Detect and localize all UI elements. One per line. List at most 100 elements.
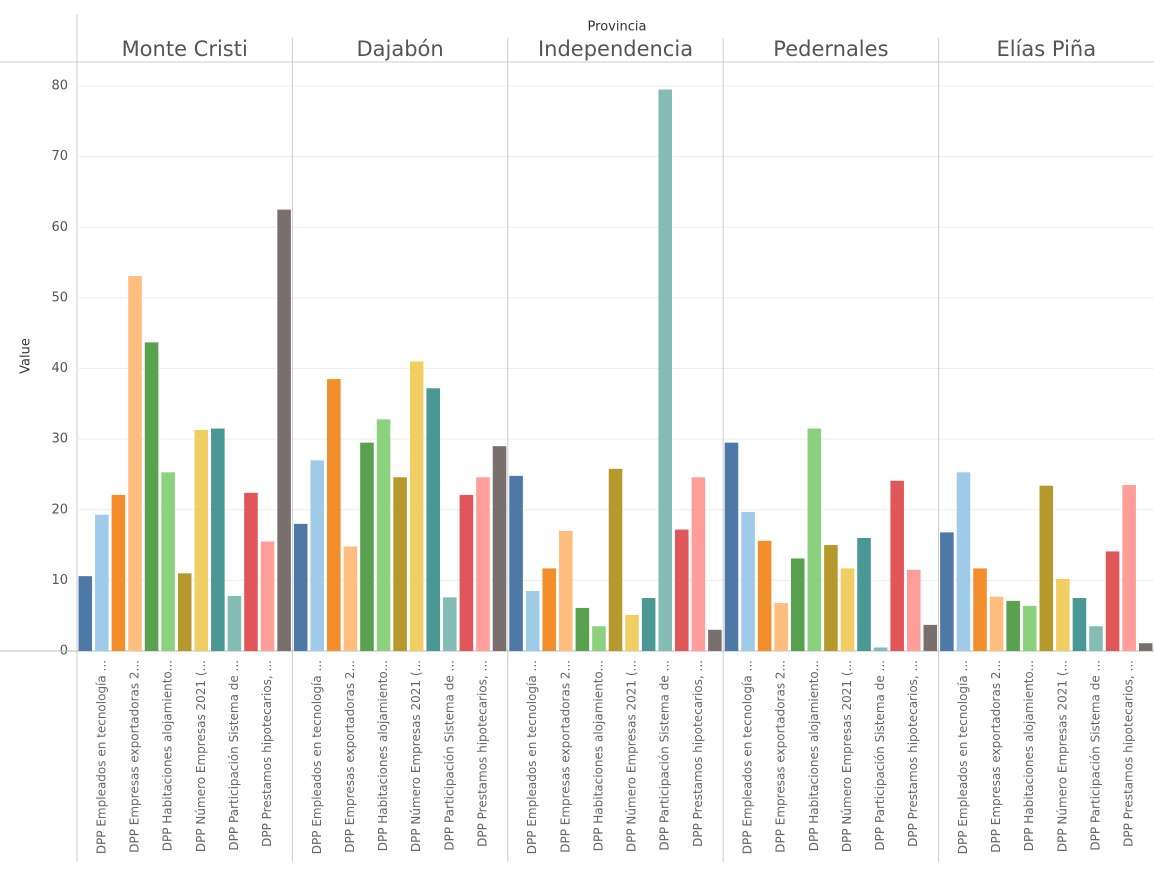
bar: [509, 475, 523, 651]
bar: [277, 209, 291, 651]
panel-title: Independencia: [538, 37, 693, 61]
header: Provincia: [588, 20, 647, 35]
bar: [890, 480, 904, 651]
bar: [1089, 626, 1103, 651]
x-tick-label: DPP Participación Sistema de ...: [227, 660, 241, 851]
x-tick-label: DPP Empleados en tecnología ...: [956, 660, 970, 854]
bar: [128, 275, 142, 651]
x-tick-label: DPP Empresas exportadoras 2...: [558, 660, 572, 853]
bar: [194, 429, 209, 651]
x-tick-label: DPP Empresas exportadoras 2...: [127, 660, 141, 853]
y-tick-label: 60: [51, 220, 68, 235]
x-tick-label: DPP Participación Sistema de ...: [658, 660, 672, 851]
bar: [343, 546, 358, 651]
panel-title: Elías Piña: [996, 37, 1096, 61]
bar: [973, 568, 987, 651]
bar: [559, 530, 573, 651]
panel-title: Pedernales: [773, 37, 888, 61]
bar: [658, 89, 672, 652]
x-tick-label: DPP Empresas exportadoras 2...: [774, 660, 788, 853]
x-tick-label: DPP Empresas exportadoras 2...: [343, 660, 357, 853]
y-tick-label: 40: [51, 361, 68, 376]
x-tick-label: DPP Número Empresas 2021 (...: [625, 660, 639, 852]
bar: [1022, 605, 1037, 651]
bar: [227, 595, 242, 651]
bar: [144, 342, 159, 651]
bar: [211, 428, 225, 651]
bar: [1072, 598, 1087, 651]
bar: [923, 624, 938, 651]
bar: [177, 573, 192, 651]
bar: [741, 511, 755, 651]
x-tick-label: DPP Número Empresas 2021 (...: [840, 660, 854, 852]
bar: [376, 419, 391, 651]
x-tick-label: DPP Empresas exportadoras 2...: [989, 660, 1003, 853]
bar: [476, 477, 490, 651]
y-tick-label: 30: [51, 432, 68, 447]
bar: [873, 647, 888, 651]
x-tick-label: DPP Participación Sistema de ...: [873, 660, 887, 851]
bar: [592, 626, 606, 651]
bar: [641, 598, 656, 651]
bar: [608, 468, 623, 651]
bar: [1039, 485, 1054, 651]
bar: [393, 477, 407, 651]
bar: [790, 558, 805, 651]
bar: [940, 532, 954, 651]
x-tick-label: DPP Empleados en tecnología ...: [525, 660, 539, 854]
bar: [542, 568, 557, 651]
bar: [492, 446, 507, 651]
bar: [774, 602, 788, 651]
y-tick-label: 20: [51, 502, 68, 517]
bar: [260, 541, 275, 651]
x-tick-label: DPP Habitaciones alojamiento...: [161, 660, 175, 851]
bar: [293, 523, 308, 651]
bar: [824, 545, 838, 651]
bar: [443, 597, 457, 651]
x-tick-label: DPP Participación Sistema de ...: [442, 660, 456, 851]
bar: [244, 492, 258, 651]
bar: [1056, 578, 1070, 651]
bar: [459, 494, 474, 651]
bar: [1122, 485, 1136, 651]
bar: [807, 428, 822, 651]
x-tick-label: DPP Prestamos hipotecarios, ...: [260, 660, 274, 847]
bar: [724, 442, 739, 651]
bar: [409, 361, 424, 651]
y-tick-label: 80: [51, 79, 68, 94]
x-tick-label: DPP Prestamos hipotecarios, ...: [475, 660, 489, 847]
y-tick-label: 10: [51, 573, 68, 588]
x-tick-label: DPP Número Empresas 2021 (...: [1055, 660, 1069, 852]
bar: [575, 607, 590, 651]
bar: [956, 472, 971, 651]
x-tick-label: DPP Habitaciones alojamiento...: [807, 660, 821, 851]
x-tick-label: DPP Número Empresas 2021 (...: [194, 660, 208, 852]
bar: [1138, 643, 1153, 651]
x-tick-label: DPP Prestamos hipotecarios, ...: [1122, 660, 1136, 847]
panel-title: Monte Cristi: [122, 37, 248, 61]
y-axis-label: Value: [19, 338, 34, 374]
bar: [906, 569, 921, 651]
bar: [989, 596, 1004, 651]
bar: [525, 590, 540, 651]
x-tick-label: DPP Empleados en tecnología ...: [94, 660, 108, 854]
x-tick-label: DPP Habitaciones alojamiento...: [376, 660, 390, 851]
x-tick-label: DPP Habitaciones alojamiento...: [591, 660, 605, 851]
bar: [426, 388, 441, 651]
bar: [78, 576, 93, 651]
x-tick-label: DPP Número Empresas 2021 (...: [409, 660, 423, 852]
bar: [1006, 600, 1020, 651]
x-tick-label: DPP Prestamos hipotecarios, ...: [691, 660, 705, 847]
bar: [857, 538, 871, 651]
bar: [310, 460, 325, 651]
bar: [360, 442, 374, 651]
bar: [691, 477, 706, 651]
bar: [111, 494, 126, 651]
bar: [625, 614, 639, 651]
bar: [757, 540, 772, 651]
x-tick-label: DPP Participación Sistema de ...: [1089, 660, 1103, 851]
bar: [674, 529, 689, 651]
x-tick-label: DPP Empleados en tecnología ...: [310, 660, 324, 854]
y-tick-label: 50: [51, 290, 68, 305]
